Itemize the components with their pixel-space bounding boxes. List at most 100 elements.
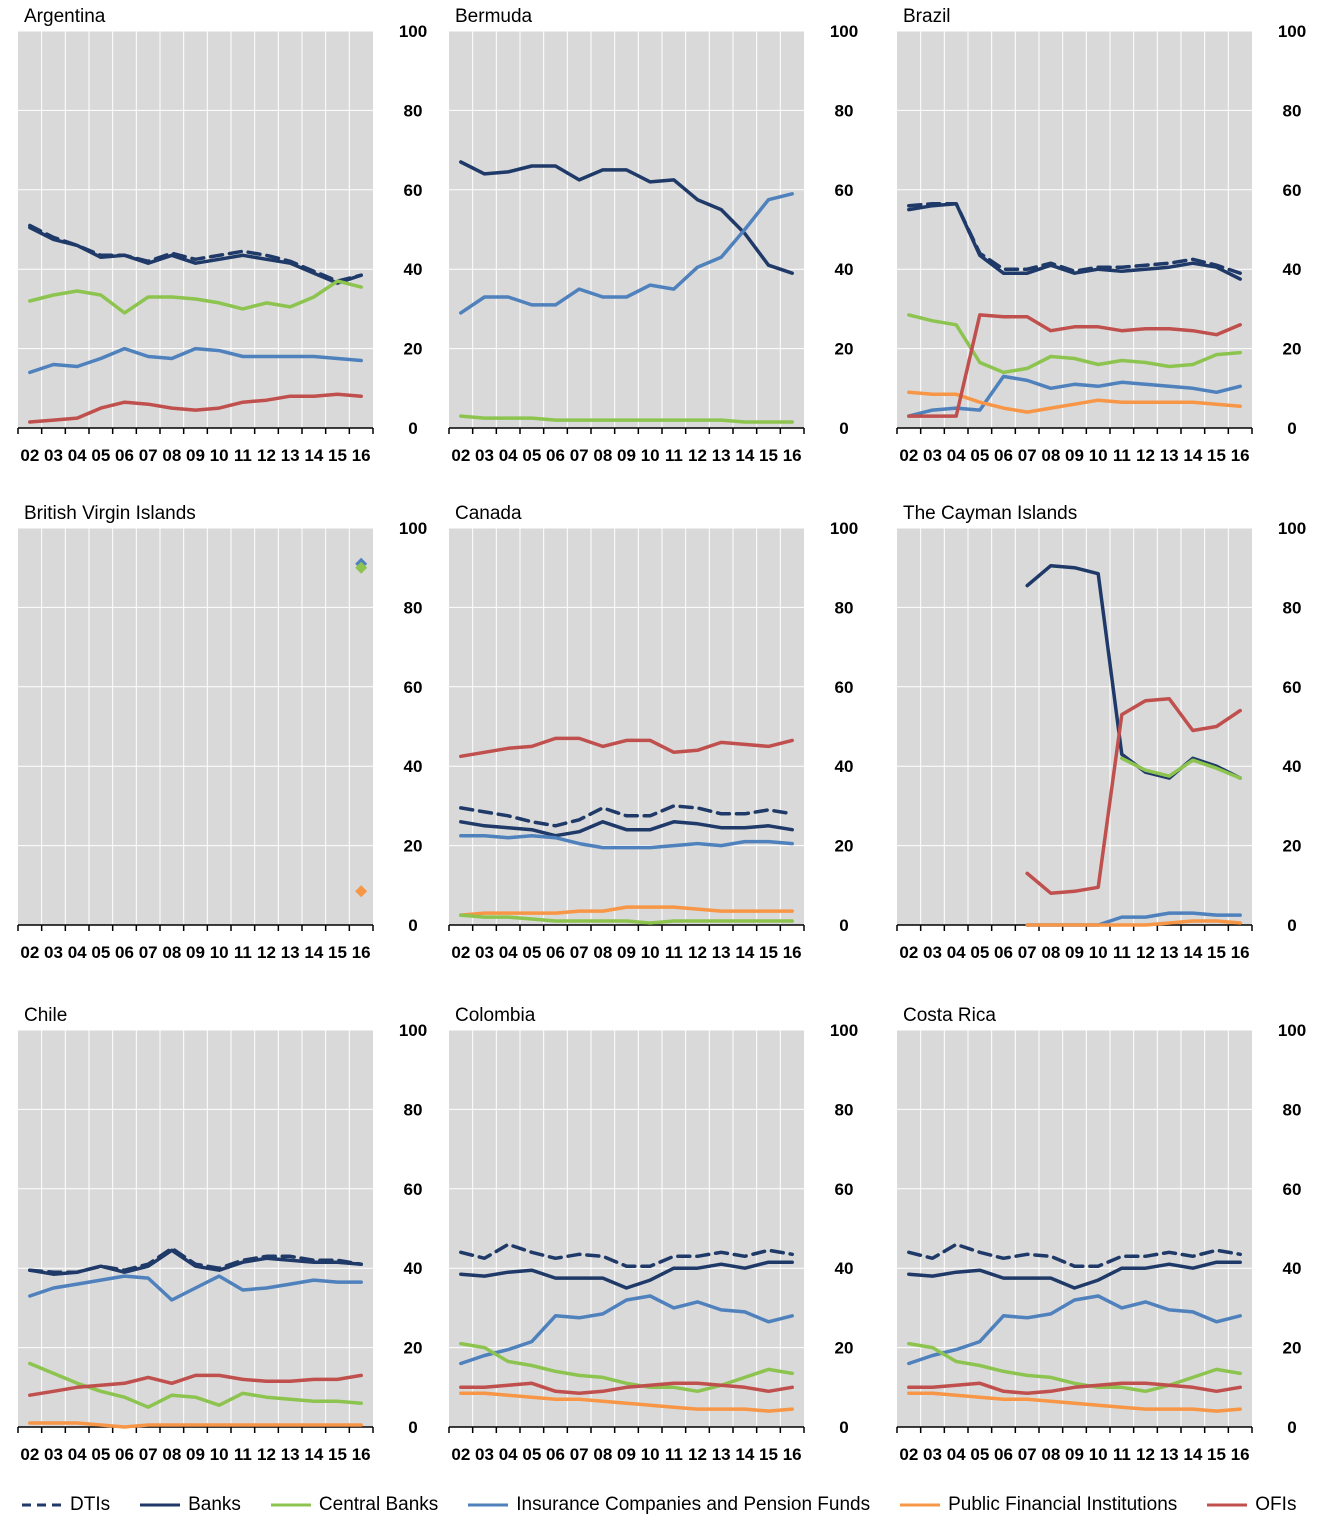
x-tick-label: 13 [712, 943, 731, 962]
x-tick-label: 16 [352, 943, 371, 962]
y-tick-label: 80 [404, 1100, 423, 1119]
x-tick-label: 10 [210, 1445, 229, 1464]
x-tick-label: 04 [499, 943, 518, 962]
x-tick-label: 04 [947, 1445, 966, 1464]
legend-label-dtis: DTIs [70, 1494, 111, 1515]
x-tick-label: 04 [947, 943, 966, 962]
plot-area [449, 528, 804, 925]
plot-area [897, 1030, 1252, 1427]
x-tick-label: 10 [210, 446, 229, 465]
x-tick-label: 11 [665, 943, 683, 962]
x-tick-label: 07 [139, 446, 158, 465]
legend-item-public-fi: Public Financial Institutions [900, 1494, 1177, 1516]
x-tick-label: 05 [522, 446, 541, 465]
x-tick-label: 02 [451, 446, 470, 465]
y-tick-label: 80 [835, 1100, 854, 1119]
x-tick-label: 08 [162, 943, 181, 962]
x-tick-label: 09 [1065, 943, 1084, 962]
y-tick-label: 20 [1283, 340, 1302, 359]
x-tick-label: 15 [328, 943, 347, 962]
series-point-public-financial-institutions [355, 885, 368, 898]
x-tick-label: 15 [1207, 1445, 1226, 1464]
y-tick-label: 40 [835, 757, 854, 776]
x-tick-label: 12 [1136, 1445, 1155, 1464]
series-line-ofis [459, 736, 794, 759]
x-tick-label: 03 [923, 943, 942, 962]
chart-title: The Cayman Islands [903, 503, 1077, 524]
chart-title: British Virgin Islands [24, 503, 196, 524]
x-tick-label: 12 [1136, 943, 1155, 962]
x-tick-label: 11 [1113, 1445, 1131, 1464]
x-tick-label: 08 [162, 1445, 181, 1464]
y-tick-label: 80 [835, 101, 854, 120]
x-tick-label: 15 [328, 1445, 347, 1464]
x-tick-label: 04 [68, 1445, 87, 1464]
x-tick-label: 06 [994, 446, 1013, 465]
y-tick-label: 0 [839, 916, 848, 935]
x-tick-label: 03 [44, 1445, 63, 1464]
x-tick-label: 02 [899, 943, 918, 962]
x-tick-label: 06 [115, 446, 134, 465]
x-tick-label: 13 [281, 446, 300, 465]
x-tick-label: 08 [162, 446, 181, 465]
series-line-central-banks [28, 279, 363, 315]
y-tick-label: 60 [1283, 181, 1302, 200]
y-tick-label: 60 [1283, 678, 1302, 697]
x-tick-label: 02 [899, 1445, 918, 1464]
x-tick-label: 10 [1089, 1445, 1108, 1464]
plot-area [897, 528, 1252, 925]
y-tick-label: 100 [1278, 519, 1306, 538]
x-tick-label: 06 [546, 446, 565, 465]
x-tick-label: 14 [1183, 446, 1202, 465]
x-tick-label: 08 [593, 1445, 612, 1464]
series-line-ofis [28, 392, 363, 424]
x-tick-label: 07 [139, 1445, 158, 1464]
x-tick-label: 10 [641, 943, 660, 962]
x-tick-label: 08 [1041, 1445, 1060, 1464]
y-tick-label: 0 [408, 1418, 417, 1437]
series-line-ofis [907, 313, 1242, 418]
series-line-dtis [459, 1242, 794, 1268]
x-tick-label: 02 [20, 1445, 39, 1464]
x-tick-label: 11 [234, 943, 252, 962]
x-tick-label: 13 [712, 1445, 731, 1464]
legend-label-public-fi: Public Financial Institutions [948, 1494, 1178, 1515]
legend-swatch-banks [140, 1503, 181, 1507]
y-tick-label: 80 [1283, 1100, 1302, 1119]
series-line-central-banks [459, 913, 794, 925]
panel-argentina: Argentina 02 03 04 05 06 07 08 09 10 11 12 13 14 15 16 0… [17, 6, 427, 465]
x-tick-label: 02 [451, 943, 470, 962]
x-tick-label: 14 [735, 943, 754, 962]
series-line-insurance-companies-and-pension-funds [907, 1294, 1242, 1366]
y-tick-label: 40 [1283, 260, 1302, 279]
x-tick-label: 05 [522, 1445, 541, 1464]
x-tick-label: 05 [970, 446, 989, 465]
x-tick-label: 09 [617, 446, 636, 465]
y-tick-label: 60 [404, 181, 423, 200]
series-line-banks [459, 820, 794, 838]
x-tick-label: 04 [947, 446, 966, 465]
plot-area [18, 31, 373, 428]
x-tick-label: 08 [1041, 446, 1060, 465]
x-tick-label: 14 [735, 446, 754, 465]
y-tick-label: 20 [1283, 1339, 1302, 1358]
y-tick-label: 0 [408, 916, 417, 935]
x-tick-label: 05 [970, 1445, 989, 1464]
x-tick-label: 11 [1113, 446, 1131, 465]
legend-label-banks: Banks [188, 1494, 241, 1515]
y-tick-label: 0 [1287, 419, 1296, 438]
series-line-central-banks [459, 1341, 794, 1394]
x-tick-label: 02 [20, 943, 39, 962]
x-tick-label: 11 [665, 1445, 683, 1464]
series-line-ofis [1025, 696, 1242, 895]
x-tick-label: 03 [475, 1445, 494, 1464]
x-tick-label: 06 [546, 943, 565, 962]
x-tick-label: 03 [475, 943, 494, 962]
y-tick-label: 40 [835, 1259, 854, 1278]
x-tick-label: 07 [570, 446, 589, 465]
y-tick-label: 40 [1283, 757, 1302, 776]
y-tick-label: 100 [399, 519, 427, 538]
y-tick-label: 20 [835, 837, 854, 856]
x-tick-label: 07 [1018, 943, 1037, 962]
